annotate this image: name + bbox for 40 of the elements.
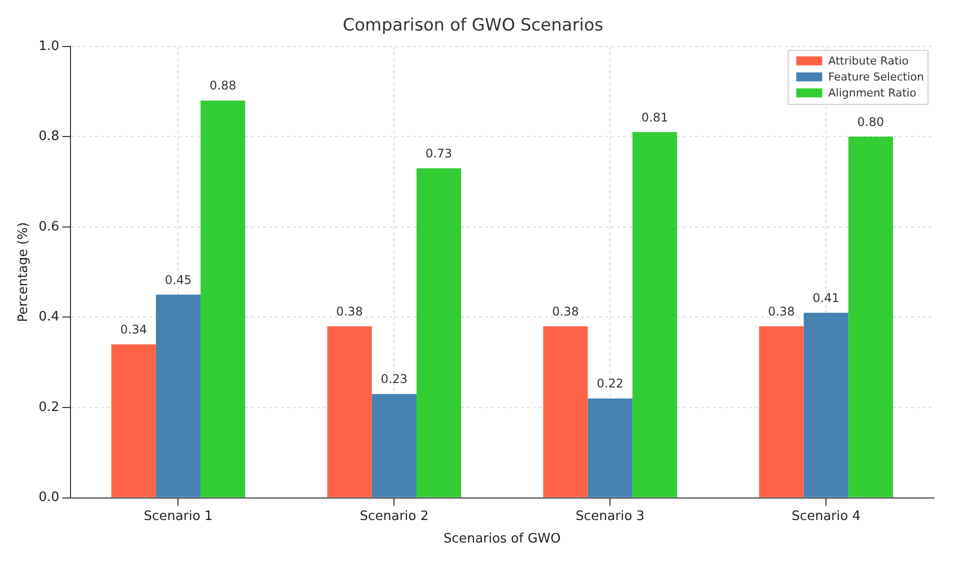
y-tick-label: 0.0 [38, 490, 60, 506]
y-axis-title: Percentage (%) [16, 222, 32, 322]
bar [372, 394, 416, 498]
bar [327, 326, 372, 498]
bar [759, 326, 804, 498]
data-label: 0.38 [768, 304, 795, 318]
x-tick-label: Scenario 4 [792, 508, 860, 524]
x-tick-label: Scenario 2 [360, 508, 429, 524]
data-label: 0.80 [857, 114, 884, 129]
legend-label: Alignment Ratio [828, 86, 917, 100]
data-label: 0.41 [812, 290, 840, 305]
bar [111, 344, 156, 498]
y-tick-label: 0.6 [38, 219, 60, 234]
chart-title: Comparison of GWO Scenarios [342, 16, 604, 36]
y-tick-label: 0.4 [38, 310, 60, 325]
data-label: 0.45 [164, 272, 192, 287]
data-label: 0.81 [641, 110, 668, 124]
data-label: 0.38 [552, 304, 579, 318]
x-tick-label: Scenario 1 [144, 508, 213, 524]
bar [588, 398, 632, 498]
data-label: 0.34 [120, 322, 147, 336]
bar [200, 100, 246, 498]
data-label: 0.23 [380, 372, 408, 386]
x-axis-title: Scenarios of GWO [444, 532, 561, 547]
y-tick-label: 1.0 [38, 38, 60, 54]
legend-label: Feature Selection [828, 70, 924, 84]
y-tick-label: 0.8 [38, 129, 60, 144]
data-label: 0.73 [425, 146, 452, 160]
y-tick-label: 0.2 [38, 400, 60, 415]
bar [156, 294, 201, 498]
data-label: 0.22 [596, 376, 624, 391]
data-label: 0.38 [336, 304, 363, 318]
legend-label: Attribute Ratio [828, 54, 909, 68]
bar [804, 312, 848, 498]
x-tick-label: Scenario 3 [576, 508, 645, 524]
bar [543, 326, 588, 498]
bar [416, 168, 462, 498]
bar [848, 136, 893, 498]
bar [632, 132, 678, 498]
data-label: 0.88 [210, 78, 236, 93]
